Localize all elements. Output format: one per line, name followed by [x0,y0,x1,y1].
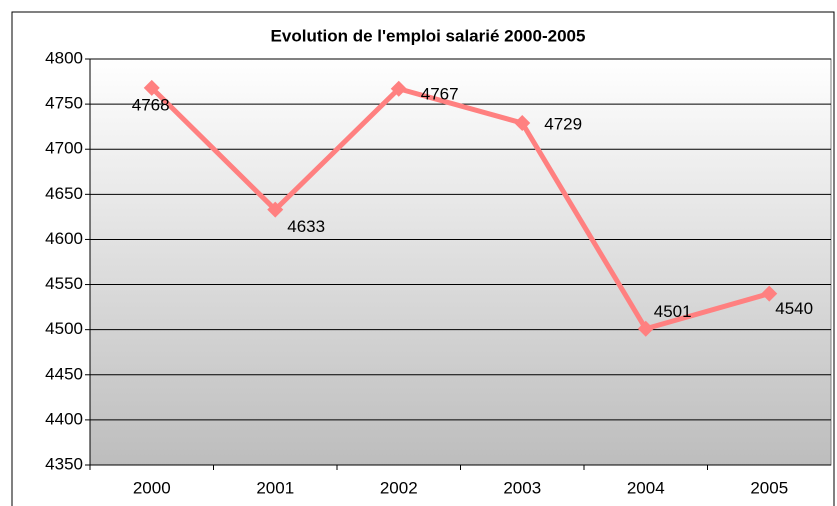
y-tick-label: 4750 [45,94,83,113]
line [149,86,770,332]
marker [637,320,654,337]
x-tick-label: 2001 [256,478,294,497]
marker [514,115,531,132]
y-tick-label: 4450 [45,364,83,383]
marker [267,201,284,218]
y-tick-label: 4800 [45,48,83,67]
marker [143,79,160,96]
marker [390,80,407,97]
marker [761,285,778,302]
plot-area [89,58,832,466]
data-label: 4501 [654,302,692,321]
x-tick-label: 2005 [750,478,788,497]
y-tick-label: 4550 [45,274,83,293]
data-label: 4767 [421,84,459,103]
y-tick-label: 4700 [45,139,83,158]
data-label: 4633 [287,217,325,236]
x-tick-label: 2004 [627,478,665,497]
data-label: 4540 [775,299,813,318]
y-tick-label: 4400 [45,409,83,428]
x-tick-label: 2002 [380,478,418,497]
x-tick-label: 2000 [133,478,171,497]
y-tick-label: 4650 [45,184,83,203]
y-tick-label: 4600 [45,229,83,248]
chart-title: Evolution de l'emploi salarié 2000-2005 [271,26,586,45]
y-tick-label: 4350 [45,454,83,473]
y-tick-label: 4500 [45,319,83,338]
data-label: 4729 [544,115,582,134]
x-tick-label: 2003 [503,478,541,497]
data-label: 4768 [132,95,170,114]
